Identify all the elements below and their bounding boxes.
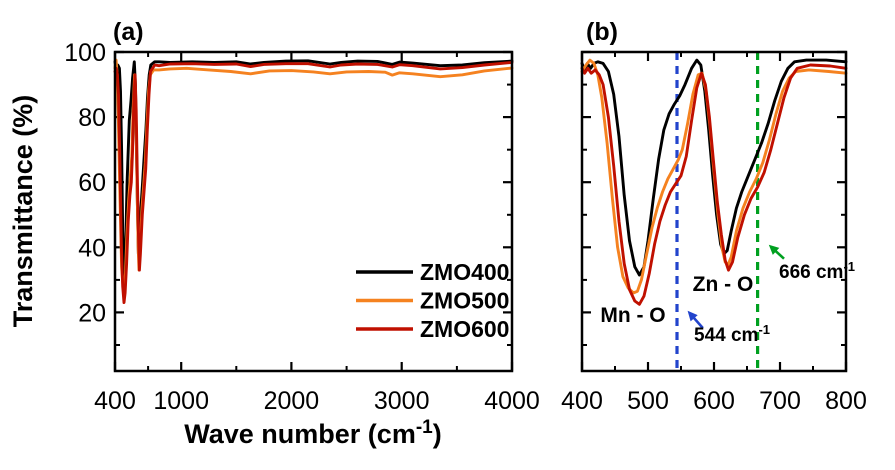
series-line-ZMO400 <box>113 59 514 279</box>
vline-label-544: 544 cm-1 <box>694 322 770 346</box>
panel-a-letter: (a) <box>113 18 144 46</box>
x-tick-label: 700 <box>759 387 801 415</box>
x-tick-label: 4000 <box>484 387 540 415</box>
x-tick-label: 400 <box>561 387 603 415</box>
y-tick-label: 100 <box>64 39 106 67</box>
x-tick-label: 1000 <box>153 387 209 415</box>
y-tick-label: 60 <box>78 169 106 197</box>
vline-label-544-sup: -1 <box>758 322 770 337</box>
x-axis-title-sup: -1 <box>416 417 433 438</box>
series-line-ZMO600 <box>113 60 514 305</box>
x-axis-title-close: ) <box>433 419 442 449</box>
vline-label-544-main: 544 cm <box>694 325 758 346</box>
panel-a: 400 1000 2000 3000 4000 20 40 60 80 100 <box>64 39 540 415</box>
y-tick-label: 20 <box>78 299 106 327</box>
arrow-head-544 <box>687 310 698 322</box>
y-tick-label: 80 <box>78 104 106 132</box>
panel-b: 400 500 600 700 800 <box>561 50 867 415</box>
x-tick-label: 400 <box>94 387 136 415</box>
legend-label-zmo500: ZMO500 <box>420 288 509 314</box>
annotation-zn-o: Zn - O <box>693 273 754 296</box>
plot-frame <box>113 50 514 373</box>
plot-frame <box>580 50 848 373</box>
series-line-ZMO500 <box>113 58 514 295</box>
series-line-ZMO400 <box>580 58 848 277</box>
annotation-mn-o: Mn - O <box>600 304 665 327</box>
x-tick-label: 3000 <box>374 387 430 415</box>
plot-panels: 400 1000 2000 3000 4000 20 40 60 80 100 400 500 600 7… <box>64 39 867 415</box>
panel-b-letter: (b) <box>586 18 618 46</box>
x-tick-label: 2000 <box>264 387 320 415</box>
vline-label-666-main: 666 cm <box>779 262 843 283</box>
x-tick-label: 500 <box>627 387 669 415</box>
vline-label-666: 666 cm-1 <box>779 259 855 283</box>
x-axis-title-main: Wave number (cm <box>184 419 416 449</box>
legend-label-zmo400: ZMO400 <box>420 259 509 285</box>
series-line-ZMO500 <box>580 58 848 295</box>
y-tick-label: 40 <box>78 234 106 262</box>
x-tick-label: 600 <box>693 387 735 415</box>
vline-label-666-sup: -1 <box>843 259 855 274</box>
arrow-head-666 <box>768 244 780 255</box>
x-axis-title: Wave number (cm-1) <box>184 417 441 449</box>
legend: ZMO400 ZMO500 ZMO600 <box>356 259 509 342</box>
y-axis-title: Transmittance (%) <box>8 95 38 328</box>
legend-label-zmo600: ZMO600 <box>420 316 509 342</box>
series-line-ZMO600 <box>580 63 848 306</box>
x-tick-label: 800 <box>825 387 867 415</box>
